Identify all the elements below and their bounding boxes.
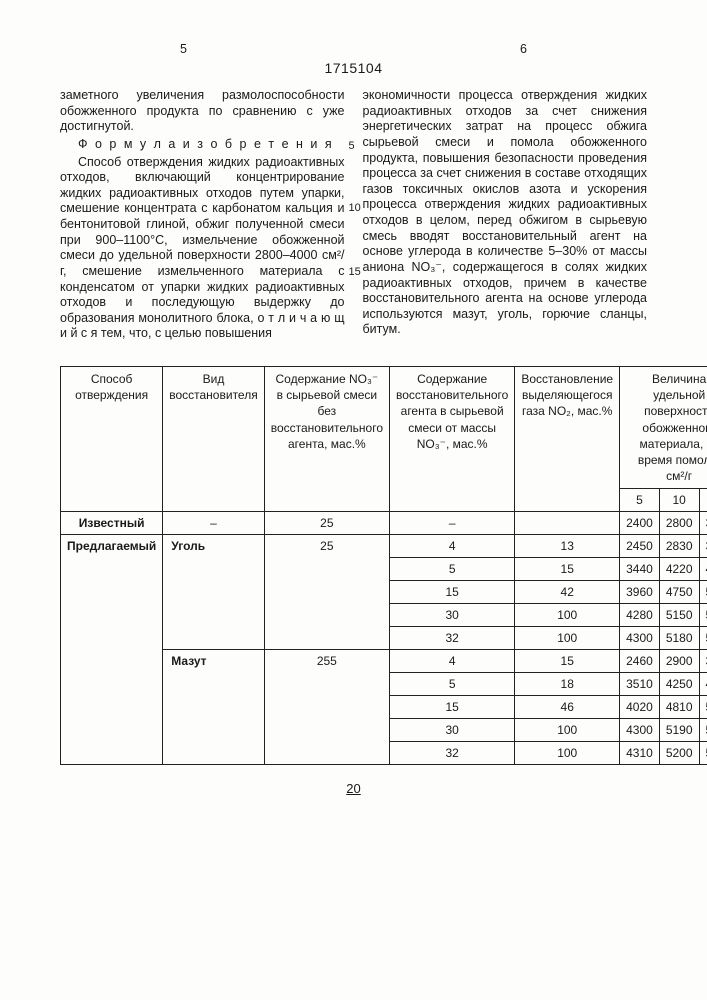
- cell: –: [390, 512, 515, 535]
- cell: 15: [515, 650, 620, 673]
- cell: 46: [515, 696, 620, 719]
- bottom-page-number: 20: [60, 781, 647, 796]
- cell: 3440: [620, 558, 660, 581]
- cell: 25: [264, 512, 389, 535]
- cell: 5600: [699, 604, 707, 627]
- cell: 5230: [699, 581, 707, 604]
- cell: 15: [390, 696, 515, 719]
- cell: 30: [390, 604, 515, 627]
- cell: 4300: [620, 719, 660, 742]
- cell-agent-coal: Уголь: [163, 535, 264, 650]
- cell: 100: [515, 604, 620, 627]
- cell: 5200: [659, 742, 699, 765]
- cell-agent-mazut: Мазут: [163, 650, 264, 765]
- table-header: Способ отверждения Вид восстановителя Со…: [61, 367, 707, 512]
- table-body: Известный – 25 – 2400 2800 3300 Предлага…: [61, 512, 707, 765]
- results-table: Способ отверждения Вид восстановителя Со…: [60, 366, 707, 765]
- line-number-15: 15: [349, 266, 361, 280]
- cell: 4850: [699, 558, 707, 581]
- cell: 5180: [659, 627, 699, 650]
- cell: 4280: [620, 604, 660, 627]
- line-number-10: 10: [349, 202, 361, 216]
- cell: –: [163, 512, 264, 535]
- two-column-text: заметного увеличения размолоспособности …: [60, 88, 647, 344]
- cell: 5190: [659, 719, 699, 742]
- cell: 4: [390, 535, 515, 558]
- cell: 5630: [699, 742, 707, 765]
- right-column: 5 10 15 экономичности процесса отвержден…: [363, 88, 648, 344]
- col-num-right: 6: [520, 42, 527, 56]
- cell: 15: [515, 558, 620, 581]
- cell: 5150: [659, 604, 699, 627]
- cell: 13: [515, 535, 620, 558]
- col-t15: 15: [699, 489, 707, 512]
- col-agent-pct: Содержание восстановительного агента в с…: [390, 367, 515, 512]
- cell: 100: [515, 742, 620, 765]
- cell: 4250: [659, 673, 699, 696]
- cell: 255: [264, 650, 389, 765]
- cell: [515, 512, 620, 535]
- cell: 3510: [620, 673, 660, 696]
- cell: 4: [390, 650, 515, 673]
- cell: 5260: [699, 696, 707, 719]
- cell: 4750: [659, 581, 699, 604]
- cell: 32: [390, 742, 515, 765]
- cell: 2450: [620, 535, 660, 558]
- right-paragraph-1: экономичности процесса отверждения жидки…: [363, 88, 648, 338]
- col-num-left: 5: [180, 42, 187, 56]
- patent-page: 5 6 1715104 заметного увеличения размоло…: [0, 0, 707, 826]
- cell-method-proposed: Предлагаемый: [61, 535, 163, 765]
- cell: 3300: [699, 535, 707, 558]
- cell: 100: [515, 719, 620, 742]
- cell: 3350: [699, 650, 707, 673]
- cell: 18: [515, 673, 620, 696]
- col-surface-group: Величина удельной поверхности обожженног…: [620, 367, 707, 489]
- col-no2: Восстановление выделяющегося газа NO₂, м…: [515, 367, 620, 512]
- table-row: Предлагаемый Уголь 25 4 13 2450 2830 330…: [61, 535, 707, 558]
- cell: 2460: [620, 650, 660, 673]
- cell: 3960: [620, 581, 660, 604]
- col-method: Способ отверждения: [61, 367, 163, 512]
- formula-title: Ф о р м у л а и з о б р е т е н и я: [60, 137, 345, 153]
- cell: 30: [390, 719, 515, 742]
- cell: 5610: [699, 719, 707, 742]
- left-paragraph-2: Способ отверждения жидких радиоактивных …: [60, 155, 345, 343]
- cell-method-known: Известный: [61, 512, 163, 535]
- cell: 100: [515, 627, 620, 650]
- cell: 25: [264, 535, 389, 650]
- cell: 4300: [620, 627, 660, 650]
- col-t10: 10: [659, 489, 699, 512]
- col-agent: Вид восстановителя: [163, 367, 264, 512]
- cell: 2400: [620, 512, 660, 535]
- cell: 4220: [659, 558, 699, 581]
- table-row-known: Известный – 25 – 2400 2800 3300: [61, 512, 707, 535]
- patent-number: 1715104: [60, 60, 647, 76]
- col-t5: 5: [620, 489, 660, 512]
- col-no3: Содержание NO₃⁻ в сырьевой смеси без вос…: [264, 367, 389, 512]
- cell: 42: [515, 581, 620, 604]
- cell: 2800: [659, 512, 699, 535]
- header-column-numbers: 5 6: [60, 42, 647, 56]
- cell: 4020: [620, 696, 660, 719]
- cell: 4810: [659, 696, 699, 719]
- cell: 3300: [699, 512, 707, 535]
- cell: 4310: [620, 742, 660, 765]
- line-number-5: 5: [349, 140, 355, 154]
- cell: 32: [390, 627, 515, 650]
- cell: 15: [390, 581, 515, 604]
- cell: 5610: [699, 627, 707, 650]
- left-column: заметного увеличения размолоспособности …: [60, 88, 345, 344]
- cell: 4940: [699, 673, 707, 696]
- cell: 5: [390, 673, 515, 696]
- cell: 2830: [659, 535, 699, 558]
- cell: 5: [390, 558, 515, 581]
- cell: 2900: [659, 650, 699, 673]
- left-paragraph-1: заметного увеличения размолоспособности …: [60, 88, 345, 135]
